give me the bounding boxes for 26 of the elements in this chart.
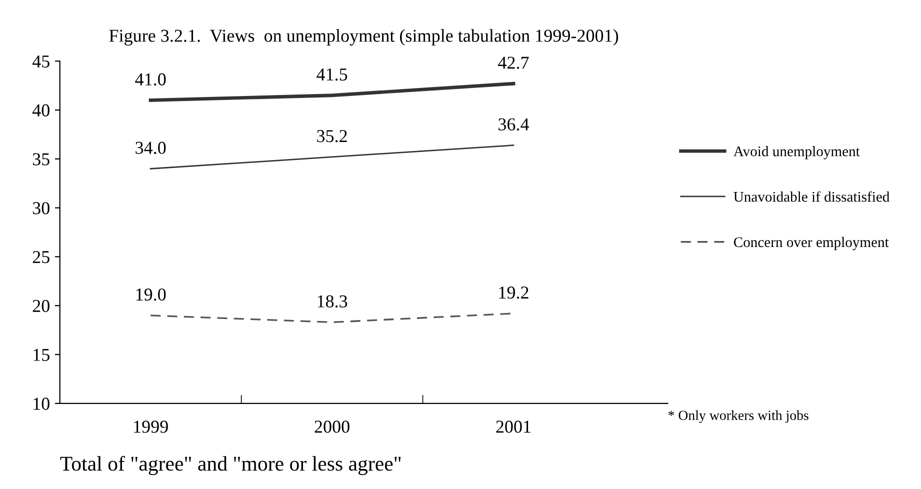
y-tick-label: 40: [32, 104, 50, 116]
y-tick-label: 45: [32, 56, 50, 68]
y-tick-label: 35: [32, 153, 50, 166]
y-tick-label: 30: [32, 202, 50, 214]
y-tick-label: 20: [32, 300, 50, 312]
y-tick-label: 15: [34, 348, 50, 361]
x-axis-title: Total of "agree" and "more or less agree": [60, 456, 401, 476]
y-tick-label: 10: [34, 398, 50, 410]
data-label: 19.2: [499, 286, 528, 299]
data-label: 19.0: [136, 288, 166, 301]
data-label: 41.5: [316, 68, 348, 81]
x-tick-label: 2001: [496, 420, 530, 433]
data-label: 41.0: [135, 73, 166, 86]
x-tick-label: 1999: [134, 420, 168, 433]
data-label: 42.7: [498, 56, 529, 69]
y-tick-label: 25: [32, 251, 50, 264]
x-tick-label: 2000: [314, 420, 350, 433]
legend-label: Concern over employment: [734, 236, 889, 250]
chart-title: Figure 3.2.1. Views on unemployment (simple tabulation 1999-2001): [109, 29, 618, 46]
legend-label: Avoid unemployment: [733, 146, 860, 160]
data-label: 18.3: [318, 295, 348, 308]
text: * Only workers with jobs: [668, 410, 808, 423]
data-label: 36.4: [498, 118, 530, 131]
legend-label: Unavoidable if dissatisfied: [734, 191, 890, 202]
data-label: 35.2: [317, 130, 347, 142]
data-label: 34.0: [136, 142, 166, 154]
